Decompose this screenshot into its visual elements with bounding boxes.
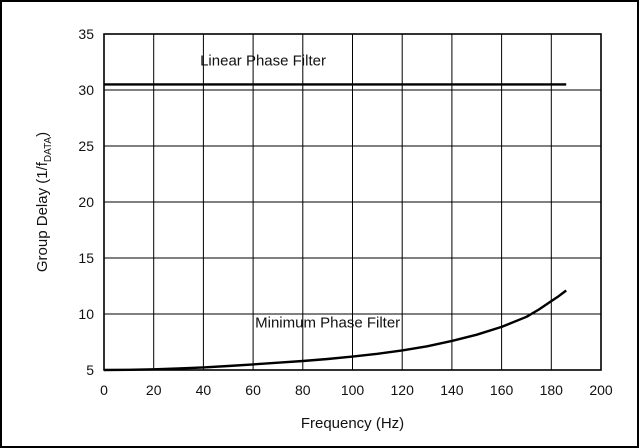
minimum-phase-filter-label: Minimum Phase Filter <box>255 314 400 331</box>
x-tick-label: 140 <box>440 382 464 398</box>
y-tick-label: 15 <box>78 250 94 266</box>
x-tick-labels: 0 20 40 60 80 100 120 140 160 180 200 <box>100 382 613 398</box>
x-tick-label: 180 <box>540 382 564 398</box>
x-axis-title: Frequency (Hz) <box>301 415 404 432</box>
y-tick-label: 25 <box>78 138 94 154</box>
y-axis-title-end: ) <box>34 132 51 137</box>
y-tick-label: 5 <box>86 362 94 378</box>
minimum-phase-filter-line <box>103 289 567 372</box>
x-tick-label: 0 <box>100 382 108 398</box>
x-tick-label: 20 <box>146 382 162 398</box>
y-axis-title: Group Delay (1/fDATA) <box>34 132 54 272</box>
y-tick-label: 35 <box>78 26 94 42</box>
y-axis-title-main: Group Delay (1/f <box>34 161 51 272</box>
x-tick-label: 40 <box>196 382 212 398</box>
y-tick-label: 10 <box>78 306 94 322</box>
x-tick-label: 120 <box>391 382 415 398</box>
x-tick-label: 160 <box>490 382 514 398</box>
x-tick-label: 60 <box>245 382 261 398</box>
x-tick-label: 200 <box>589 382 613 398</box>
y-tick-label: 20 <box>78 194 94 210</box>
linear-phase-filter-label: Linear Phase Filter <box>200 52 326 69</box>
grid <box>104 34 601 370</box>
y-tick-labels: 5 10 15 20 25 30 35 <box>78 26 94 378</box>
x-tick-label: 100 <box>341 382 365 398</box>
series-lines <box>103 83 567 372</box>
plot-area-border <box>103 33 602 371</box>
y-axis-title-subscript: DATA <box>43 137 54 163</box>
x-tick-label: 80 <box>295 382 311 398</box>
y-tick-label: 30 <box>78 82 94 98</box>
